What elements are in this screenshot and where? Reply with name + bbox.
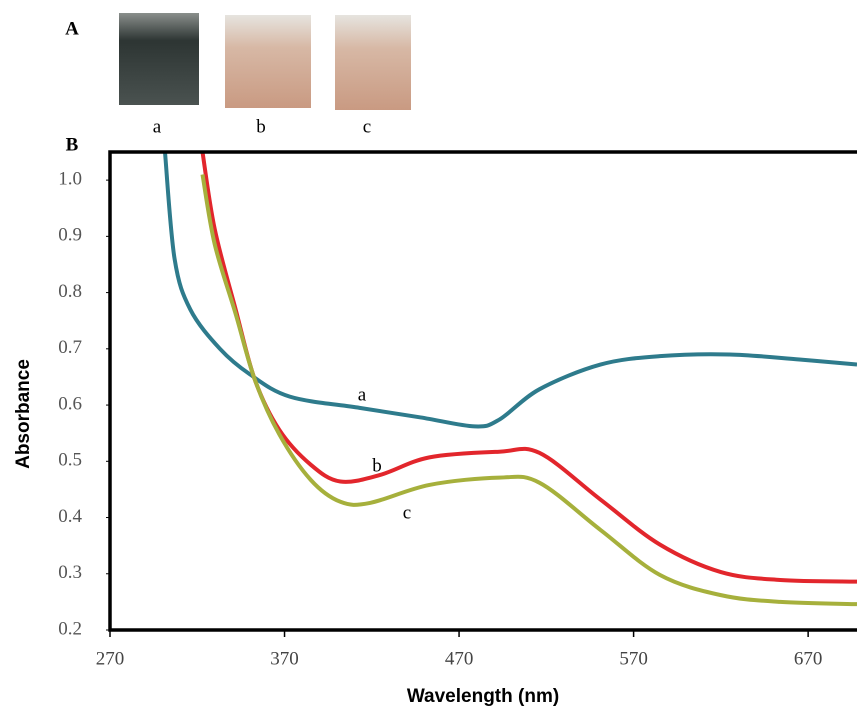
x-tick-label: 470 xyxy=(445,648,474,669)
y-tick-label: 0.6 xyxy=(58,393,82,414)
x-axis-title: Wavelength (nm) xyxy=(407,686,559,707)
line xyxy=(200,152,857,584)
photo xyxy=(225,15,311,108)
y-tick-label: 0.3 xyxy=(58,562,82,583)
panel-label: B xyxy=(66,134,79,155)
y-tick-label: 0.2 xyxy=(58,618,82,639)
y-tick-label: 0.8 xyxy=(58,281,82,302)
x-tick-label: 370 xyxy=(270,648,299,669)
x-tick-label: 270 xyxy=(96,648,125,669)
y-tick-label: 1.0 xyxy=(58,168,82,189)
x-tick-label: 570 xyxy=(619,648,648,669)
series-label: c xyxy=(403,502,411,523)
photo-caption: a xyxy=(153,116,162,137)
y-axis-title: Absorbance xyxy=(13,359,34,469)
x-tick-label: 670 xyxy=(794,648,823,669)
photo xyxy=(335,15,411,110)
panel-label: A xyxy=(65,18,79,39)
line xyxy=(162,152,857,429)
series-label: b xyxy=(372,455,382,476)
y-tick-label: 0.5 xyxy=(58,450,82,471)
plot-area xyxy=(162,152,857,607)
photo-caption: c xyxy=(363,116,371,137)
axis-frame xyxy=(108,150,857,632)
line xyxy=(200,174,857,607)
photo xyxy=(119,13,199,105)
y-tick-label: 0.4 xyxy=(58,506,82,527)
y-tick-label: 0.9 xyxy=(58,225,82,246)
y-tick-label: 0.7 xyxy=(58,337,82,358)
photo-caption: b xyxy=(256,116,266,137)
series-label: a xyxy=(358,384,367,405)
